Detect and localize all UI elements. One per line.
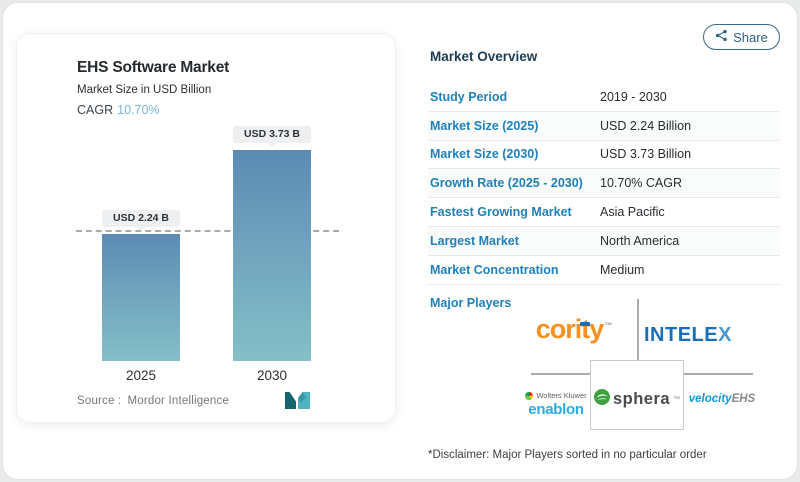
- row-value: 2019 - 2030: [600, 89, 667, 104]
- intelex-text: INTELE: [644, 324, 719, 346]
- row-label: Largest Market: [430, 233, 519, 248]
- bar-value-label-2025: USD 2.24 B: [102, 210, 180, 231]
- intelex-x-glyph: X: [718, 324, 732, 346]
- velocity-text: velocity: [688, 393, 732, 405]
- row-value: 10.70% CAGR: [600, 176, 682, 191]
- share-nodes-icon: [715, 29, 728, 45]
- players-vertical-divider: [637, 299, 639, 360]
- major-players-label: Major Players: [430, 296, 512, 310]
- cority-text: cori: [535, 314, 583, 344]
- chart-title: EHS Software Market: [77, 59, 230, 76]
- row-value: Medium: [600, 262, 645, 277]
- table-row-study-period: Study Period 2019 - 2030: [428, 83, 780, 112]
- trademark-symbol: ™: [604, 321, 613, 330]
- row-value: USD 3.73 Billion: [600, 147, 692, 162]
- table-row-market-concentration: Market Concentration Medium: [428, 256, 780, 285]
- cagr-value: 10.70%: [117, 103, 160, 117]
- enablon-text: enablon: [528, 401, 584, 418]
- cagr-label: CAGR: [77, 103, 114, 117]
- bar-2025: [102, 234, 180, 361]
- overview-heading: Market Overview: [430, 49, 538, 64]
- overview-table: Study Period 2019 - 2030 Market Size (20…: [428, 83, 780, 285]
- trademark-symbol: ™: [673, 396, 681, 403]
- cority-logo: cority™: [524, 314, 624, 345]
- disclaimer-text: *Disclaimer: Major Players sorted in no …: [428, 449, 707, 461]
- row-label: Study Period: [430, 89, 508, 104]
- enablon-logo: Wolters Kluwer enablon: [517, 391, 595, 418]
- sphera-text: sphera: [612, 390, 671, 408]
- cority-text-end: y: [589, 314, 604, 344]
- row-label: Market Concentration: [430, 262, 559, 277]
- wolters-kluwer-text: Wolters Kluwer: [536, 391, 587, 400]
- velocityehs-logo: velocityEHS: [687, 393, 757, 405]
- source-label: Source :: [77, 395, 122, 407]
- x-axis-label-2030: 2030: [256, 368, 288, 383]
- row-label: Fastest Growing Market: [430, 205, 572, 220]
- row-label: Market Size (2030): [430, 147, 539, 162]
- table-row-growth-rate: Growth Rate (2025 - 2030) 10.70% CAGR: [428, 169, 780, 199]
- row-value: USD 2.24 Billion: [600, 118, 692, 133]
- mordor-intelligence-logo: [285, 392, 310, 414]
- sphera-logo: sphera ™: [590, 389, 684, 410]
- sphera-leaf-icon: [593, 389, 610, 410]
- wolters-kluwer-row: Wolters Kluwer: [517, 391, 595, 400]
- intelex-logo: INTELEX: [644, 324, 732, 347]
- reference-dashed-line: [76, 230, 339, 232]
- row-value: Asia Pacific: [600, 205, 665, 220]
- row-value: North America: [600, 233, 680, 248]
- share-button-label: Share: [733, 29, 768, 45]
- row-label: Market Size (2025): [430, 118, 539, 133]
- table-row-largest-market: Largest Market North America: [428, 226, 780, 256]
- ehs-text: EHS: [731, 393, 756, 405]
- market-chart-card: EHS Software Market Market Size in USD B…: [16, 33, 396, 423]
- cority-t-blue-bar: t: [581, 314, 590, 344]
- table-row-market-size-2030: Market Size (2030) USD 3.73 Billion: [428, 141, 780, 170]
- x-axis-label-2025: 2025: [125, 368, 157, 383]
- bar-2030: [233, 150, 311, 361]
- cagr-line: CAGR 10.70%: [77, 103, 160, 117]
- source-value: Mordor Intelligence: [127, 395, 230, 407]
- source-line: Source : Mordor Intelligence: [77, 395, 229, 407]
- wolters-kluwer-globe-icon: [525, 391, 534, 400]
- row-label: Growth Rate (2025 - 2030): [430, 176, 583, 191]
- bar-value-label-2030: USD 3.73 B: [233, 126, 311, 147]
- table-row-fastest-growing-market: Fastest Growing Market Asia Pacific: [428, 198, 780, 227]
- share-button[interactable]: Share: [703, 24, 780, 50]
- chart-subtitle: Market Size in USD Billion: [77, 84, 212, 96]
- table-row-market-size-2025: Market Size (2025) USD 2.24 Billion: [428, 111, 780, 141]
